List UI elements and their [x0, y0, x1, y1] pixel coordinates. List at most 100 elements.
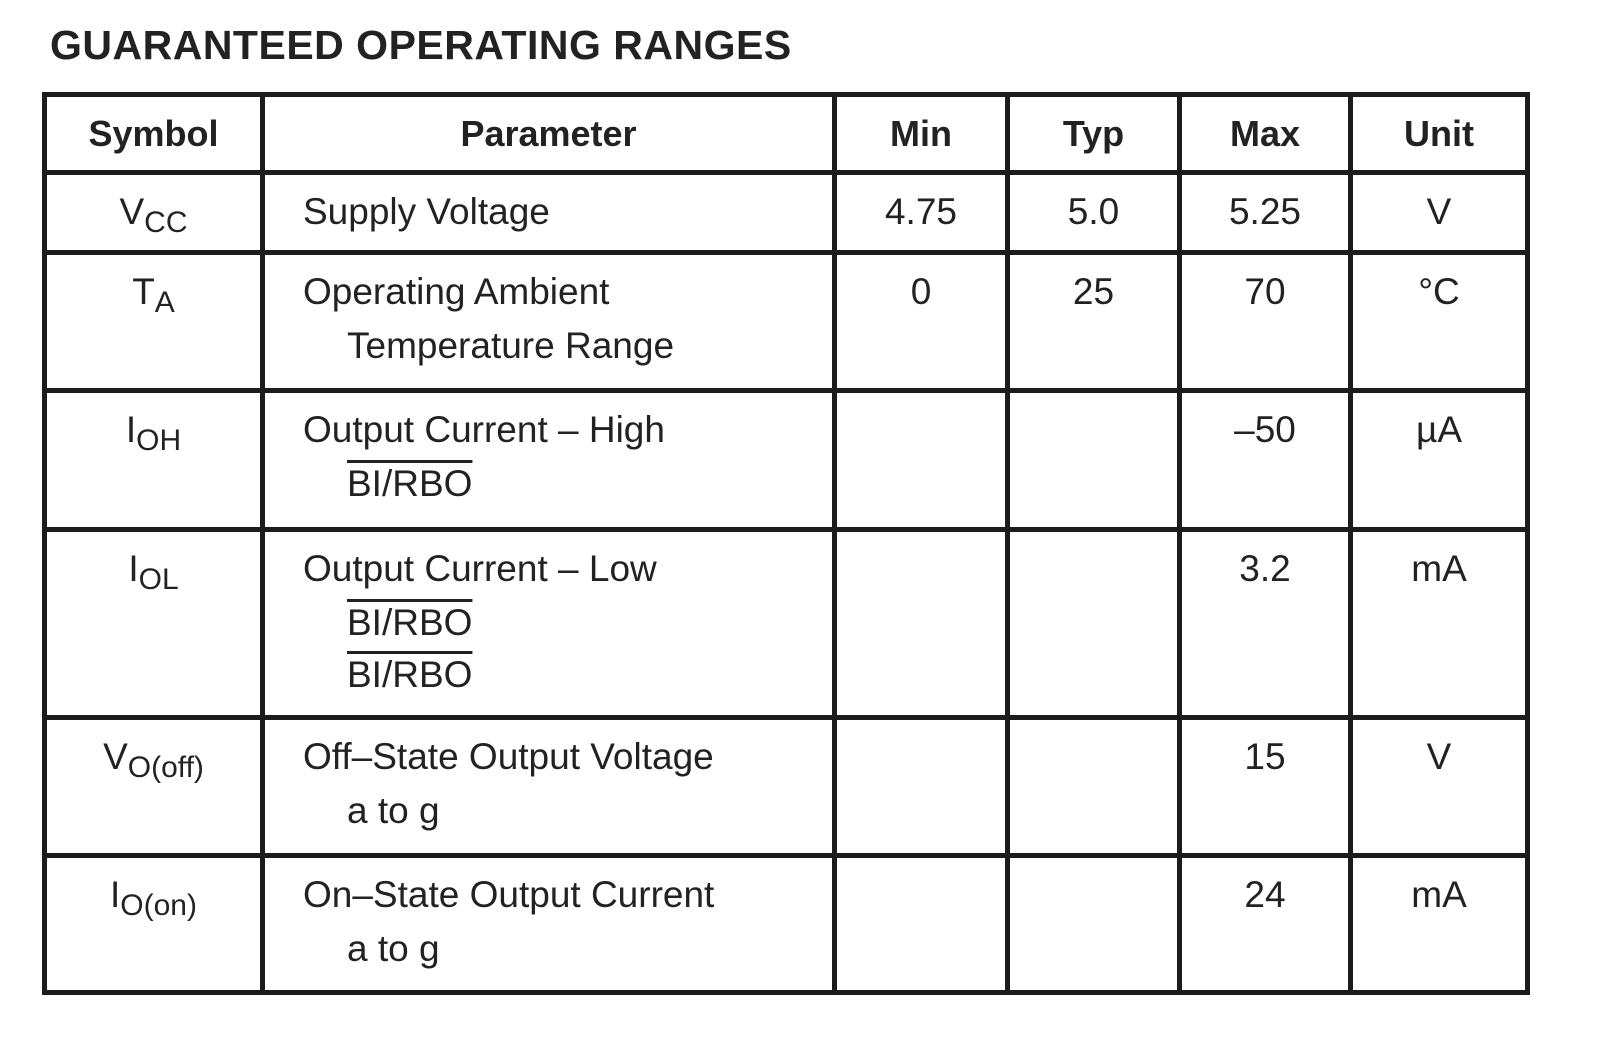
- symbol-cell: IO(on): [42, 853, 265, 995]
- parameter-text: BI/RBO: [347, 654, 473, 695]
- header-row: Symbol Parameter Min Typ Max Unit: [42, 92, 1530, 175]
- unit-cell: °C: [1348, 250, 1530, 393]
- symbol-main: I: [110, 874, 121, 915]
- unit-cell: V: [1348, 715, 1530, 858]
- parameter-cell: Supply Voltage: [260, 170, 837, 255]
- table-row: TA Operating Ambient Temperature Range 0 25 7…: [42, 250, 1530, 393]
- min-cell: [832, 388, 1010, 532]
- max-cell: 70: [1177, 250, 1353, 393]
- max-cell: 3.2: [1177, 527, 1353, 720]
- typ-value: 25: [1072, 271, 1115, 312]
- parameter-line: Off–State Output Voltage: [303, 736, 832, 790]
- max-value: 24: [1244, 874, 1286, 915]
- parameter-text: a to g: [347, 790, 440, 831]
- table-row: IO(on) On–State Output Current a to g 24 mA: [42, 853, 1530, 995]
- symbol-subscript: CC: [144, 206, 188, 239]
- min-value: 0: [910, 271, 932, 312]
- symbol-subscript: A: [154, 286, 175, 319]
- parameter-line: a to g: [303, 790, 832, 842]
- unit-value: mA: [1411, 874, 1467, 915]
- parameter-cell: Output Current – Low BI/RBO BI/RBO: [260, 527, 837, 720]
- typ-cell: [1005, 527, 1182, 720]
- symbol-cell: IOH: [42, 388, 265, 532]
- parameter-text: Off–State Output Voltage: [303, 736, 714, 777]
- table-row: IOH Output Current – High BI/RBO –50 µA: [42, 388, 1530, 532]
- parameter-cell: Off–State Output Voltage a to g: [260, 715, 837, 858]
- min-cell: 0: [832, 250, 1010, 393]
- symbol-subscript: OH: [136, 424, 182, 457]
- unit-value: mA: [1411, 548, 1467, 589]
- unit-cell: mA: [1348, 853, 1530, 995]
- header-cell: Parameter: [260, 92, 837, 175]
- table-row: IOL Output Current – Low BI/RBO BI/RBO 3.2 mA: [42, 527, 1530, 720]
- max-value: 15: [1244, 736, 1286, 777]
- max-cell: 15: [1177, 715, 1353, 858]
- parameter-text: Output Current – Low: [303, 548, 657, 589]
- typ-cell: [1005, 388, 1182, 532]
- min-value: 4.75: [884, 191, 957, 232]
- parameter-cell: Operating Ambient Temperature Range: [260, 250, 837, 393]
- header-cell: Min: [832, 92, 1010, 175]
- table-row: VCC Supply Voltage 4.75 5.0 5.25 V: [42, 170, 1530, 255]
- parameter-line: Temperature Range: [303, 325, 832, 377]
- max-cell: 5.25: [1177, 170, 1353, 255]
- typ-cell: 5.0: [1005, 170, 1182, 255]
- parameter-line: BI/RBO: [303, 654, 832, 706]
- header-cell: Unit: [1348, 92, 1530, 175]
- min-cell: 4.75: [832, 170, 1010, 255]
- parameter-text: Operating Ambient: [303, 271, 610, 312]
- symbol-main: V: [119, 191, 145, 232]
- max-value: 5.25: [1228, 191, 1301, 232]
- symbol-cell: VO(off): [42, 715, 265, 858]
- header-cell: Typ: [1005, 92, 1182, 175]
- parameter-text: Output Current – High: [303, 409, 665, 450]
- table-row: VO(off) Off–State Output Voltage a to g 15 V: [42, 715, 1530, 858]
- max-cell: 24: [1177, 853, 1353, 995]
- symbol-subscript: O(off): [127, 751, 204, 784]
- symbol-cell: TA: [42, 250, 265, 393]
- parameter-line: Output Current – Low: [303, 548, 832, 602]
- parameter-line: a to g: [303, 928, 832, 980]
- symbol-cell: VCC: [42, 170, 265, 255]
- symbol-main: V: [103, 736, 128, 777]
- parameter-text: BI/RBO: [347, 463, 473, 504]
- parameter-line: BI/RBO: [303, 602, 832, 654]
- parameter-cell: Output Current – High BI/RBO: [260, 388, 837, 532]
- parameter-line: On–State Output Current: [303, 874, 832, 928]
- min-cell: [832, 527, 1010, 720]
- ranges-table: Symbol Parameter Min Typ Max Unit VCC Supply V…: [42, 92, 1530, 995]
- parameter-cell: On–State Output Current a to g: [260, 853, 837, 995]
- parameter-text: Temperature Range: [347, 325, 675, 366]
- parameter-line: BI/RBO: [303, 463, 832, 515]
- unit-value: V: [1426, 736, 1452, 777]
- typ-cell: 25: [1005, 250, 1182, 393]
- parameter-text: Supply Voltage: [303, 191, 550, 232]
- unit-value: µA: [1416, 409, 1462, 450]
- min-cell: [832, 853, 1010, 995]
- symbol-subscript: O(on): [120, 889, 197, 922]
- typ-value: 5.0: [1067, 191, 1120, 232]
- max-cell: –50: [1177, 388, 1353, 532]
- typ-cell: [1005, 715, 1182, 858]
- unit-cell: µA: [1348, 388, 1530, 532]
- parameter-text: On–State Output Current: [303, 874, 715, 915]
- unit-cell: mA: [1348, 527, 1530, 720]
- parameter-line: Output Current – High: [303, 409, 832, 463]
- symbol-main: T: [132, 271, 155, 312]
- unit-value: V: [1426, 191, 1452, 232]
- max-value: –50: [1234, 409, 1296, 450]
- symbol-main: I: [128, 548, 139, 589]
- max-value: 3.2: [1239, 548, 1291, 589]
- parameter-line: Supply Voltage: [303, 191, 832, 245]
- parameter-line: Operating Ambient: [303, 271, 832, 325]
- max-value: 70: [1244, 271, 1286, 312]
- unit-value: °C: [1418, 271, 1460, 312]
- unit-cell: V: [1348, 170, 1530, 255]
- header-cell: Max: [1177, 92, 1353, 175]
- title: GUARANTEED OPERATING RANGES: [50, 22, 792, 68]
- table-body: VCC Supply Voltage 4.75 5.0 5.25 V TA Operating…: [42, 170, 1530, 995]
- symbol-cell: IOL: [42, 527, 265, 720]
- min-cell: [832, 715, 1010, 858]
- symbol-main: I: [125, 409, 137, 450]
